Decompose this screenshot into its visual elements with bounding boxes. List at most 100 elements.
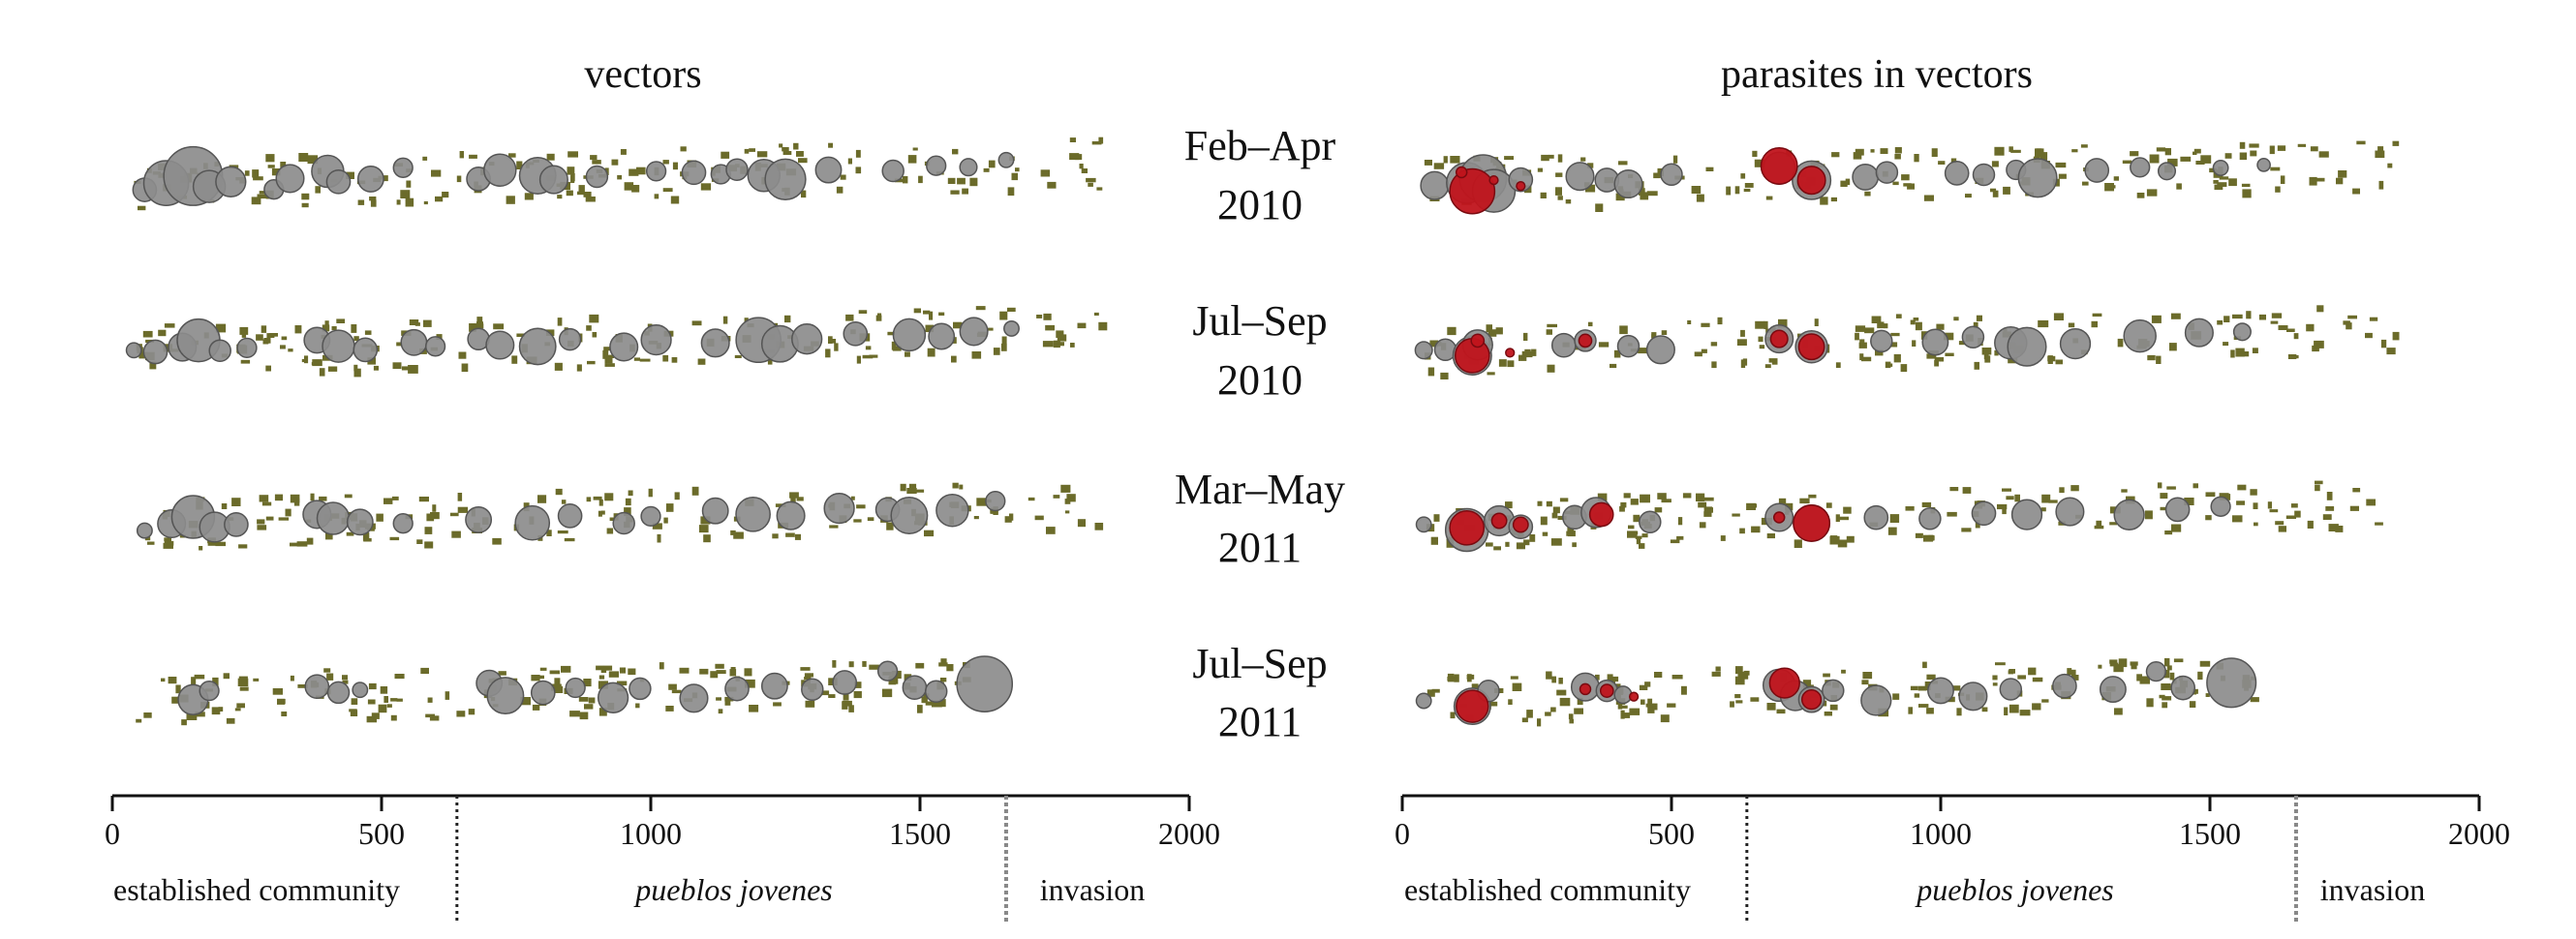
bubble-marker [881,159,905,183]
household-speck [554,678,561,685]
household-speck [959,484,964,490]
household-speck [2205,492,2216,498]
household-speck [1855,325,1866,332]
household-speck [1894,154,1901,160]
household-speck [782,151,792,155]
household-speck [2205,515,2212,521]
bubble-marker [2232,322,2252,342]
household-speck [2352,188,2360,195]
household-speck [1567,527,1575,533]
household-speck [1981,348,1992,355]
household-speck [1843,506,1852,514]
household-speck [1691,186,1702,194]
household-speck [211,707,221,715]
household-speck [905,351,910,357]
household-speck [351,698,358,705]
household-speck [2197,671,2203,681]
bubble-marker [597,682,629,713]
household-speck [1523,332,1528,341]
household-speck [2193,151,2197,155]
household-speck [1703,497,1714,501]
household-speck [1069,153,1080,161]
household-speck [1653,172,1661,179]
household-speck [336,318,346,323]
household-speck [2109,662,2119,667]
household-speck [598,681,608,689]
household-speck [2073,675,2079,681]
household-speck [1829,704,1838,711]
household-speck [939,699,946,708]
household-speck [990,508,996,514]
household-speck [881,688,893,698]
period-label-1-line1: Feb–Apr [1184,122,1336,169]
household-speck [199,546,203,551]
household-speck [1737,671,1749,680]
household-speck [1875,349,1884,356]
household-speck [2250,489,2257,496]
household-speck [629,168,639,176]
household-speck [2164,148,2171,156]
household-speck [307,155,319,165]
household-speck [1542,531,1549,536]
household-speck [2375,522,2383,526]
household-speck [2028,667,2037,676]
bubble-marker [2157,162,2177,181]
household-speck [1545,712,1551,716]
bubble-marker [612,511,635,535]
household-speck [383,696,388,703]
household-speck [557,318,563,326]
household-speck [2328,524,2339,531]
household-speck [1630,499,1639,505]
household-speck [1636,538,1641,545]
bubble-marker [926,155,947,176]
household-speck [1646,191,1658,197]
household-speck [1734,694,1741,699]
household-speck [569,711,580,717]
household-speck [239,686,249,691]
household-speck [306,537,314,545]
household-speck [1565,199,1572,204]
household-speck [1885,361,1891,369]
household-speck [619,667,626,674]
household-speck [1641,533,1648,538]
period-label-2-line2: 2010 [1217,356,1303,404]
household-speck [301,358,307,363]
household-speck [1949,487,1959,492]
household-speck [136,718,142,723]
household-speck [2036,148,2042,154]
bubble-marker [530,680,556,706]
household-speck [2180,156,2192,162]
household-speck [657,533,661,543]
household-speck [1915,321,1922,331]
household-speck [2149,154,2160,164]
household-speck [1639,684,1648,690]
household-speck [195,712,205,717]
bubble-marker [275,164,305,194]
household-speck [975,306,986,311]
right-zone-invasion: invasion [2320,872,2425,907]
household-speck [697,358,706,365]
household-speck [1701,348,1707,353]
household-speck [369,197,377,201]
household-speck [1046,527,1056,534]
bubble-marker [1944,161,1970,186]
bubble-marker [392,157,414,178]
bubble-marker [316,501,351,535]
household-speck [602,665,613,671]
household-speck [290,494,300,503]
household-speck [506,196,515,204]
household-speck [848,705,854,712]
household-speck [840,174,846,180]
household-speck [600,510,605,515]
household-speck [2219,493,2229,500]
bubble-marker [2113,499,2145,530]
household-speck [1824,712,1832,716]
household-speck [1426,689,1435,697]
household-speck [2271,313,2283,318]
household-speck [2386,348,2396,355]
household-speck [1823,673,1830,678]
household-speck [983,167,990,172]
household-speck [1504,156,1514,161]
household-speck [1040,169,1051,177]
household-speck [1651,332,1657,338]
